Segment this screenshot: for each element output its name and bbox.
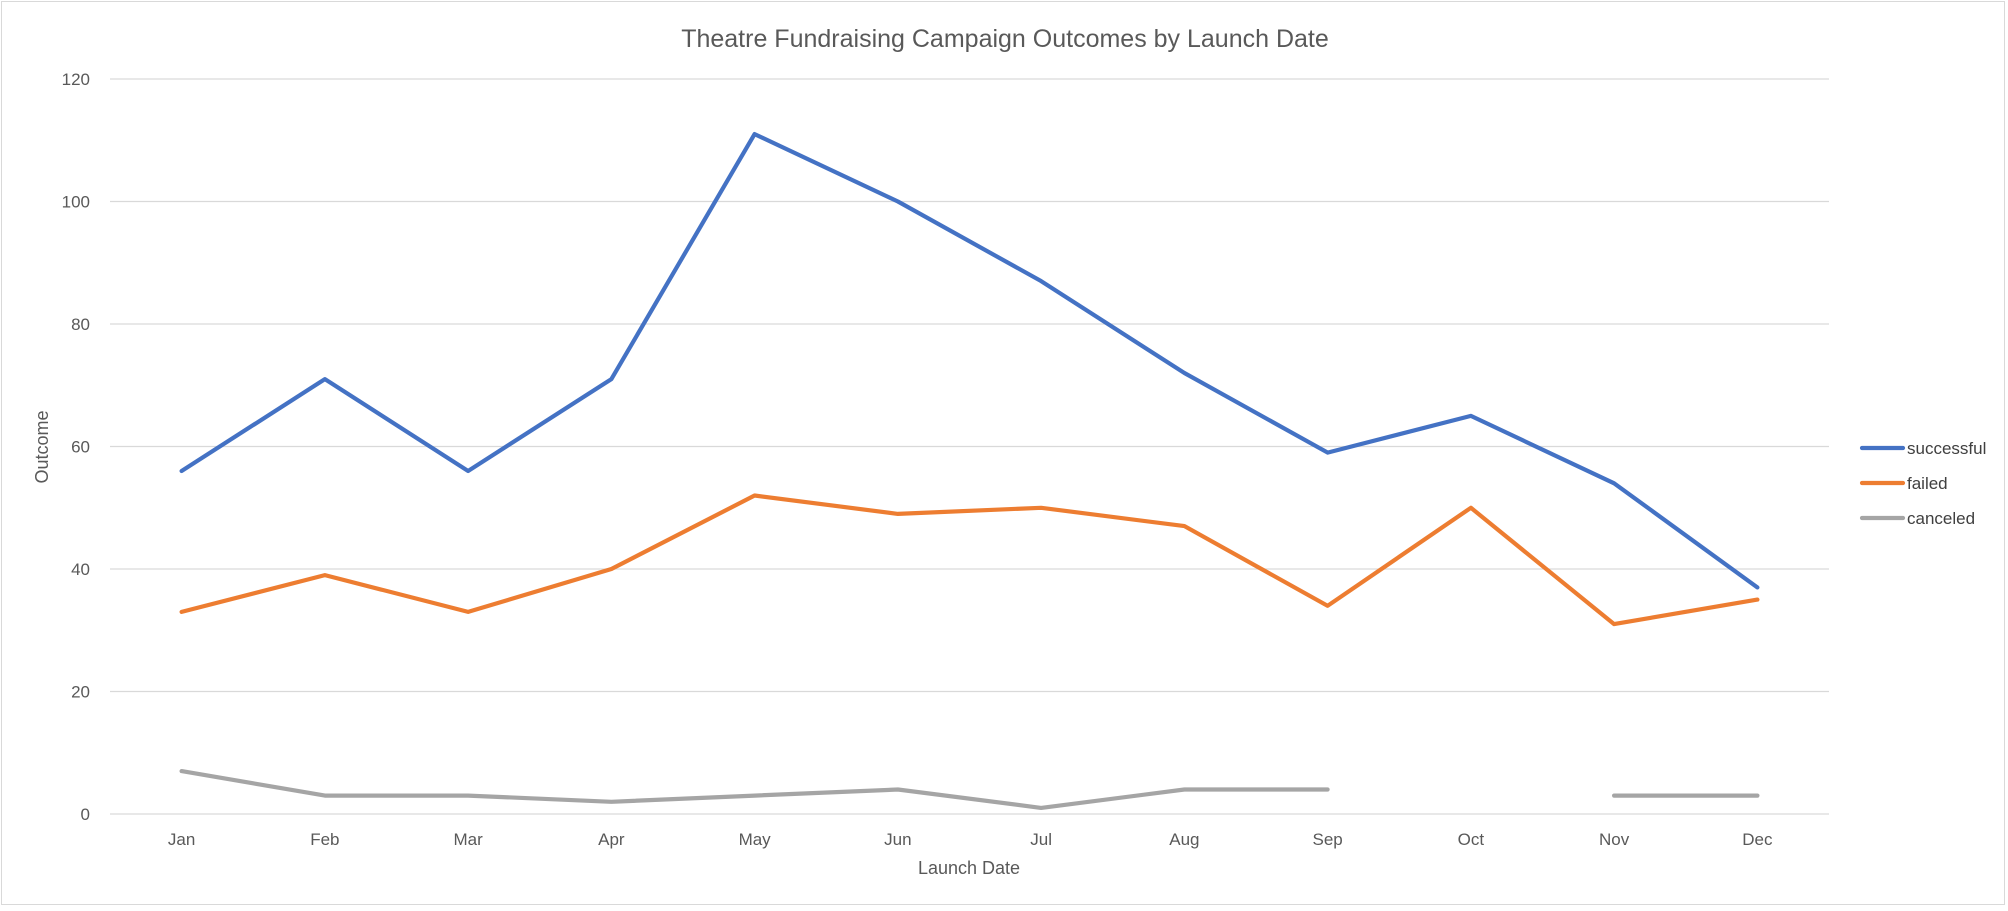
series-line-failed <box>179 493 1760 627</box>
y-tick-label: 0 <box>81 805 90 824</box>
y-tick-label: 40 <box>71 560 90 579</box>
x-tick-label: Nov <box>1599 830 1630 849</box>
legend: successful failed canceled <box>1859 439 1986 528</box>
y-tick-label: 100 <box>62 193 90 212</box>
legend-label: canceled <box>1907 509 1975 528</box>
x-tick-label: Jun <box>884 830 911 849</box>
y-axis-ticks: 0 20 40 60 80 100 120 <box>62 70 90 824</box>
x-tick-label: Oct <box>1458 830 1485 849</box>
x-tick-label: Dec <box>1742 830 1773 849</box>
series-line-successful <box>179 132 1760 590</box>
gridlines <box>110 78 1829 815</box>
y-tick-label: 80 <box>71 315 90 334</box>
x-tick-label: Jan <box>168 830 195 849</box>
legend-label: successful <box>1907 439 1986 458</box>
x-tick-label: Sep <box>1313 830 1343 849</box>
x-axis-title: Launch Date <box>918 858 1020 878</box>
x-tick-label: Apr <box>598 830 625 849</box>
chart-title: Theatre Fundraising Campaign Outcomes by… <box>681 25 1329 53</box>
series-line-canceled <box>179 768 1330 811</box>
x-axis-ticks: Jan Feb Mar Apr May Jun Jul Aug Sep Oct Nov Dec <box>168 830 1773 849</box>
y-tick-label: 120 <box>62 70 90 89</box>
x-tick-label: Jul <box>1030 830 1052 849</box>
legend-label: failed <box>1907 474 1948 493</box>
y-tick-label: 20 <box>71 683 90 702</box>
y-axis-title: Outcome <box>32 410 52 483</box>
x-tick-label: Aug <box>1169 830 1199 849</box>
series-lines <box>179 132 1760 811</box>
x-tick-label: Mar <box>453 830 483 849</box>
x-tick-label: May <box>739 830 772 849</box>
y-tick-label: 60 <box>71 438 90 457</box>
x-tick-label: Feb <box>310 830 339 849</box>
